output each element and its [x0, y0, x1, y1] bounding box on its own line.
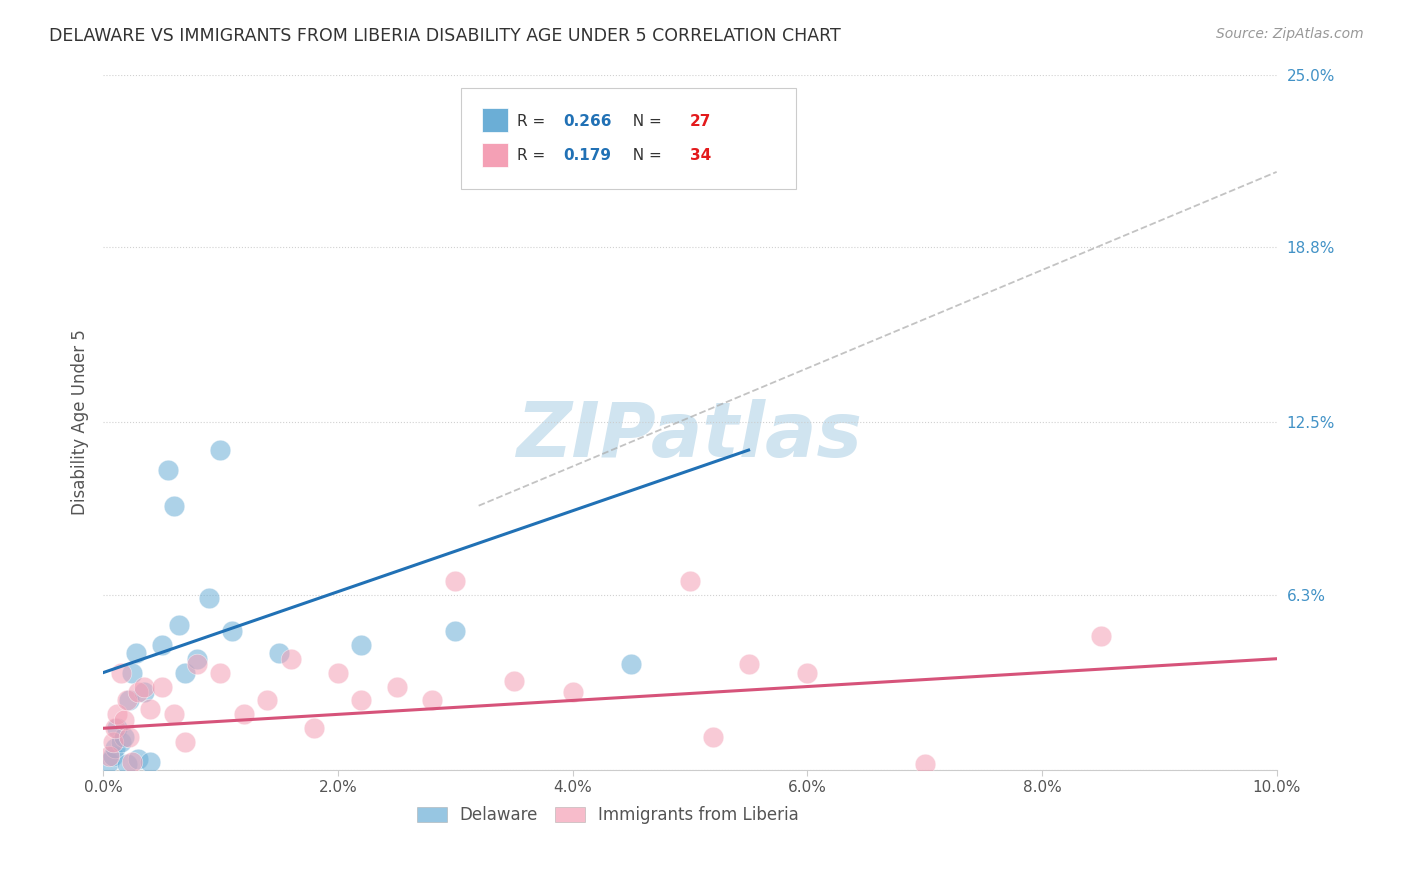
Point	[737, 657, 759, 672]
Point	[186, 651, 208, 665]
Point	[269, 646, 291, 660]
Point	[796, 665, 818, 680]
Point	[209, 665, 232, 680]
Point	[169, 618, 191, 632]
Point	[139, 702, 162, 716]
Point	[444, 574, 467, 588]
Point	[150, 680, 173, 694]
Point	[150, 638, 173, 652]
Point	[620, 657, 643, 672]
Text: R =: R =	[517, 113, 551, 128]
Point	[110, 735, 132, 749]
Point	[702, 109, 724, 123]
Point	[105, 721, 128, 735]
Point	[118, 730, 141, 744]
Point	[350, 638, 373, 652]
Point	[1090, 630, 1112, 644]
Point	[280, 651, 302, 665]
Point	[197, 591, 219, 605]
Point	[162, 499, 184, 513]
FancyBboxPatch shape	[482, 108, 508, 132]
Point	[105, 707, 128, 722]
Point	[98, 755, 121, 769]
Point	[385, 680, 408, 694]
Legend: Delaware, Immigrants from Liberia: Delaware, Immigrants from Liberia	[416, 806, 799, 824]
Point	[118, 693, 141, 707]
Point	[679, 574, 702, 588]
Point	[134, 685, 156, 699]
Point	[174, 735, 197, 749]
Point	[304, 721, 326, 735]
Y-axis label: Disability Age Under 5: Disability Age Under 5	[72, 329, 89, 516]
Text: 34: 34	[690, 148, 711, 163]
Point	[98, 749, 121, 764]
FancyBboxPatch shape	[461, 88, 796, 189]
Text: DELAWARE VS IMMIGRANTS FROM LIBERIA DISABILITY AGE UNDER 5 CORRELATION CHART: DELAWARE VS IMMIGRANTS FROM LIBERIA DISA…	[49, 27, 841, 45]
Point	[350, 693, 373, 707]
Point	[502, 673, 524, 688]
Point	[256, 693, 278, 707]
Point	[121, 665, 143, 680]
Text: N =: N =	[623, 113, 666, 128]
Point	[326, 665, 349, 680]
Point	[104, 740, 127, 755]
Point	[209, 443, 232, 458]
Point	[702, 730, 724, 744]
Point	[112, 713, 135, 727]
Point	[174, 665, 197, 680]
Point	[115, 693, 138, 707]
Point	[112, 730, 135, 744]
Point	[127, 685, 149, 699]
Text: 0.266: 0.266	[564, 113, 612, 128]
Text: 0.179: 0.179	[564, 148, 612, 163]
Text: N =: N =	[623, 148, 666, 163]
Point	[127, 752, 149, 766]
Point	[914, 757, 936, 772]
Point	[561, 685, 583, 699]
Point	[186, 657, 208, 672]
Point	[156, 462, 179, 476]
Point	[420, 693, 443, 707]
FancyBboxPatch shape	[482, 143, 508, 167]
Point	[101, 749, 124, 764]
Text: Source: ZipAtlas.com: Source: ZipAtlas.com	[1216, 27, 1364, 41]
Point	[444, 624, 467, 638]
Point	[110, 665, 132, 680]
Point	[121, 755, 143, 769]
Text: R =: R =	[517, 148, 551, 163]
Point	[104, 721, 127, 735]
Point	[139, 755, 162, 769]
Point	[134, 680, 156, 694]
Point	[101, 735, 124, 749]
Point	[221, 624, 243, 638]
Point	[115, 757, 138, 772]
Point	[125, 646, 148, 660]
Text: 27: 27	[690, 113, 711, 128]
Point	[233, 707, 256, 722]
Point	[162, 707, 184, 722]
Text: ZIPatlas: ZIPatlas	[517, 399, 863, 473]
